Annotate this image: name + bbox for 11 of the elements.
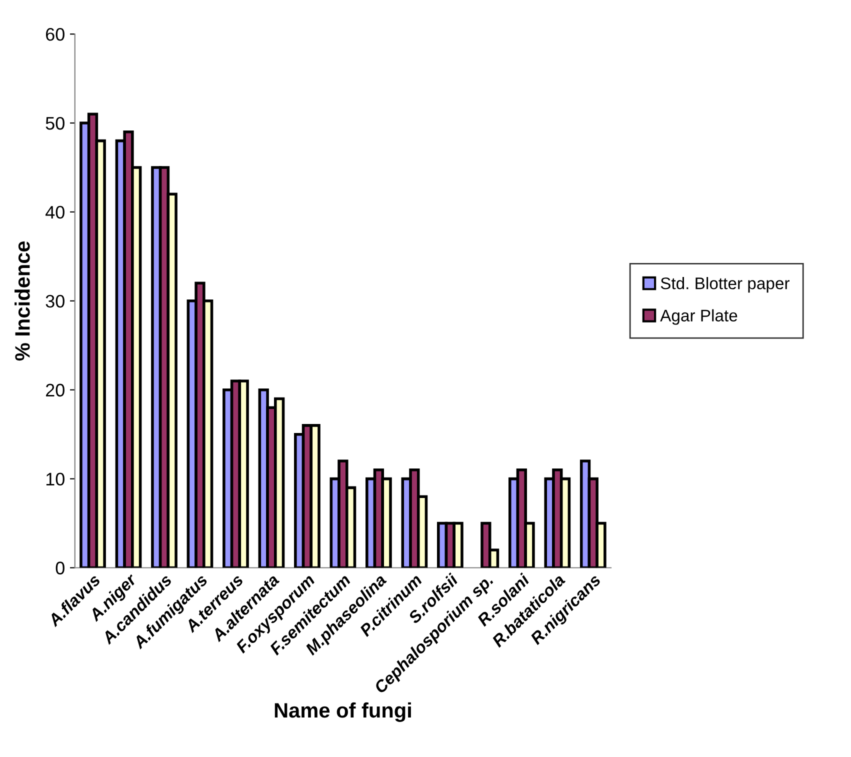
y-tick-label: 30 <box>46 294 64 308</box>
y-tick-label: 50 <box>46 116 64 130</box>
y-tick-label: 20 <box>46 384 64 397</box>
x-axis-title: Name of fungi <box>274 702 411 722</box>
y-tick-label: 0 <box>56 562 64 574</box>
y-tick-label: 60 <box>46 28 64 41</box>
y-tick-label: 10 <box>46 472 64 486</box>
legend-label: Std. Blotter paper <box>660 277 790 293</box>
legend-label: Agar Plate <box>660 309 738 325</box>
y-tick-label: 40 <box>46 206 64 219</box>
y-axis-title: % Incidence <box>14 241 30 361</box>
